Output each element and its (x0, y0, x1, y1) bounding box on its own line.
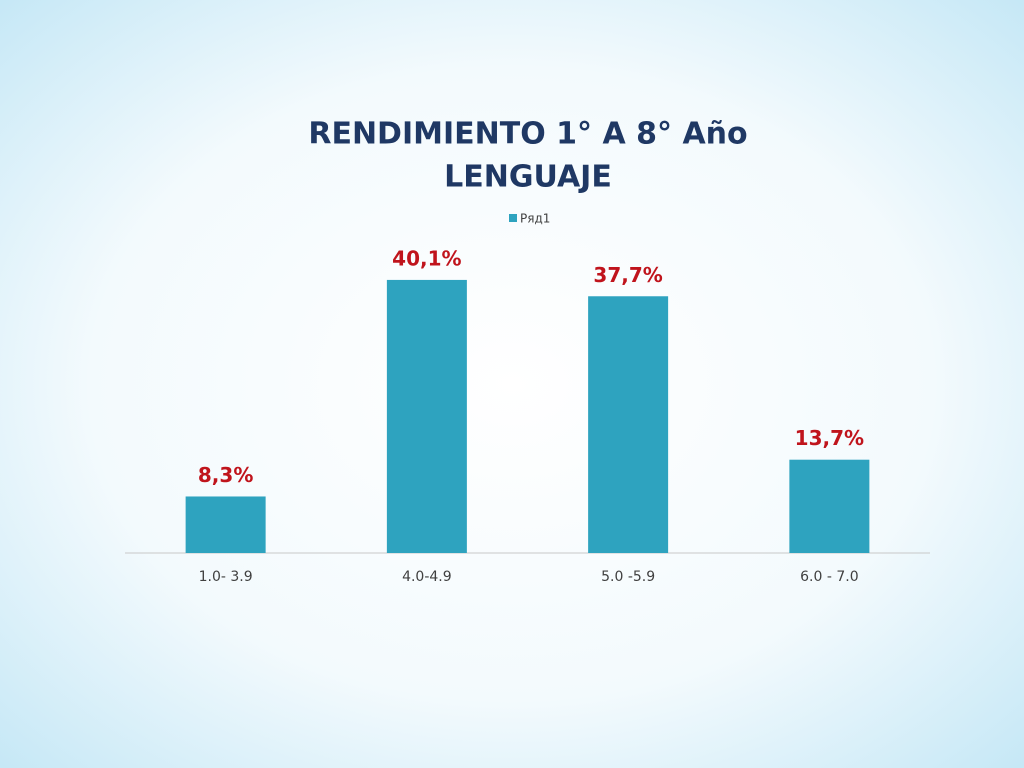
x-tick-label: 6.0 - 7.0 (800, 569, 858, 585)
x-tick-label: 1.0- 3.9 (199, 569, 253, 585)
bar (386, 279, 467, 553)
bar (185, 496, 266, 553)
data-label: 13,7% (795, 426, 864, 450)
x-tick-label: 5.0 -5.9 (601, 569, 655, 585)
data-label: 8,3% (198, 463, 253, 487)
legend-label: Ряд1 (520, 212, 550, 226)
legend-swatch (509, 214, 517, 222)
bar (588, 296, 669, 553)
bar (789, 459, 870, 553)
data-label: 37,7% (593, 263, 662, 287)
x-tick-label: 4.0-4.9 (402, 569, 452, 585)
chart-title: RENDIMIENTO 1° A 8° Año (308, 117, 747, 152)
data-label: 40,1% (392, 246, 461, 270)
chart-title: LENGUAJE (444, 160, 612, 195)
